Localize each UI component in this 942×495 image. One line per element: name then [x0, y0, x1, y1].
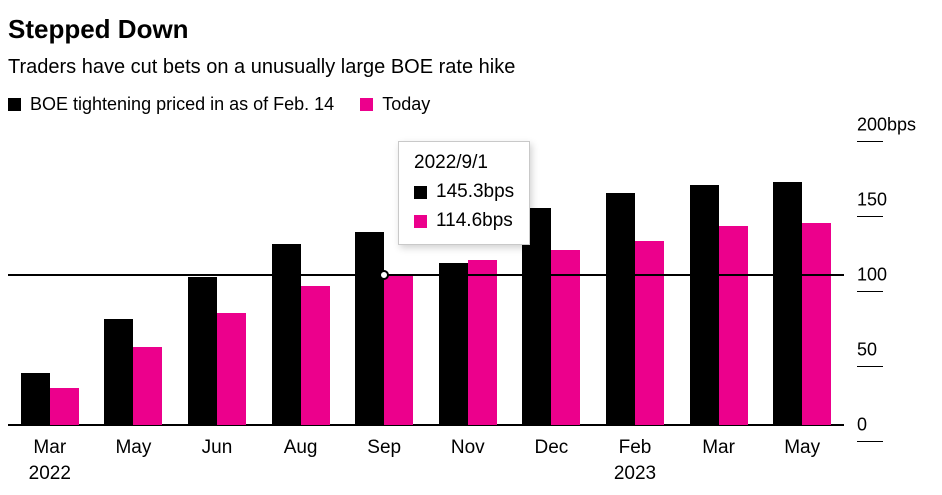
- legend: BOE tightening priced in as of Feb. 14 T…: [8, 94, 934, 115]
- tooltip-value-feb14: 145.3bps: [436, 181, 515, 202]
- bar-today[interactable]: [217, 312, 246, 425]
- bar-today[interactable]: [49, 387, 79, 425]
- legend-item-feb14[interactable]: BOE tightening priced in as of Feb. 14: [8, 94, 334, 115]
- bar-today[interactable]: [300, 285, 330, 425]
- x-axis-month-label: Jun: [201, 437, 233, 458]
- x-axis-month-label: May: [115, 437, 152, 458]
- y-axis-tick-dash: [857, 366, 883, 367]
- hover-tooltip: 2022/9/1 145.3bps 114.6bps: [398, 141, 531, 245]
- bar-today[interactable]: [635, 240, 664, 425]
- bar-feb14[interactable]: [355, 231, 385, 425]
- bar-feb14[interactable]: [773, 182, 803, 425]
- bar-today[interactable]: [133, 347, 163, 425]
- y-axis-tick-dash: [857, 291, 883, 292]
- x-axis-year-label: 2023: [613, 463, 657, 484]
- y-axis-tick-label: 50: [857, 339, 878, 360]
- bar-today[interactable]: [467, 260, 497, 425]
- x-axis-month-label: Mar: [33, 437, 67, 458]
- chart-title: Stepped Down: [8, 14, 189, 44]
- bar-today[interactable]: [718, 225, 748, 425]
- x-axis-line: [8, 424, 844, 426]
- x-axis-month-label: May: [784, 437, 821, 458]
- legend-label-feb14: BOE tightening priced in as of Feb. 14: [30, 94, 335, 114]
- bar-feb14[interactable]: [438, 263, 468, 425]
- bar-chart-plot-area[interactable]: 2023 2022 May Mar Feb Dec Nov Sep Aug Jun May Mar 0 5…: [0, 115, 942, 495]
- x-axis-month-label: Aug: [283, 437, 318, 458]
- legend-label-today: Today: [382, 94, 431, 114]
- x-axis-month-label: Dec: [534, 437, 569, 458]
- bar-feb14[interactable]: [104, 318, 134, 425]
- bar-feb14[interactable]: [271, 243, 301, 425]
- tooltip-value-today: 114.6bps: [436, 210, 513, 231]
- bar-today[interactable]: [802, 222, 832, 425]
- tooltip-date: 2022/9/1: [414, 152, 488, 173]
- tooltip-swatch-black-icon: [414, 185, 427, 199]
- x-axis-month-label: Nov: [450, 437, 485, 458]
- y-axis-tick-label: 0: [857, 414, 868, 435]
- y-axis-tick-label: 100: [857, 264, 888, 285]
- y-axis-tick-dash: [857, 141, 883, 142]
- legend-item-today[interactable]: Today: [360, 94, 430, 115]
- bar-feb14[interactable]: [606, 192, 635, 425]
- x-axis-month-label: Sep: [367, 437, 402, 458]
- x-axis-month-label: Mar: [702, 437, 735, 458]
- x-axis-year-label: 2022: [28, 463, 71, 484]
- legend-swatch-pink-icon: [360, 98, 374, 111]
- tooltip-row-feb14: 145.3bps: [414, 181, 514, 203]
- y-axis-tick-dash: [857, 216, 883, 217]
- chart-subtitle: Traders have cut bets on a unusually lar…: [8, 56, 516, 78]
- y-axis-tick-label: 150: [857, 189, 888, 210]
- bar-today[interactable]: [551, 249, 581, 425]
- bar-feb14[interactable]: [188, 276, 217, 425]
- tooltip-row-today: 114.6bps: [414, 210, 514, 232]
- legend-swatch-black-icon: [8, 98, 21, 111]
- tooltip-swatch-pink-icon: [414, 214, 427, 228]
- y-axis-tick-label: 200bps: [857, 114, 917, 135]
- bar-feb14[interactable]: [20, 372, 50, 425]
- x-axis-month-label: Feb: [618, 437, 652, 458]
- bar-feb14[interactable]: [689, 185, 719, 425]
- reference-line-100bps: [8, 274, 844, 276]
- bar-today[interactable]: [384, 273, 414, 425]
- y-axis-tick-dash: [857, 441, 883, 442]
- hover-marker-icon[interactable]: [379, 270, 390, 280]
